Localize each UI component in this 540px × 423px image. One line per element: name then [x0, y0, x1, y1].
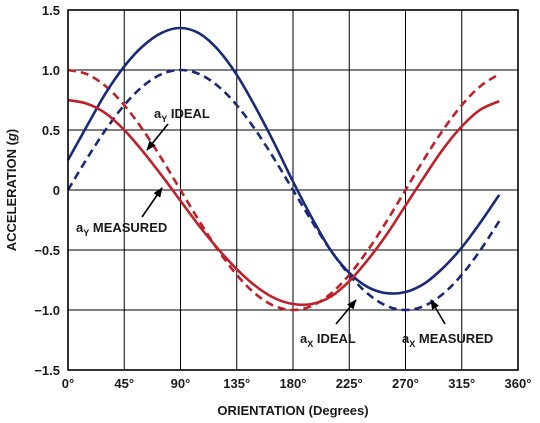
annotation-arrow: [335, 299, 357, 325]
x-tick-label: 0°: [62, 376, 74, 391]
y-axis-title-close: ): [4, 129, 19, 133]
annotation-arrow: [146, 123, 169, 151]
plot-frame: [67, 9, 519, 371]
annotation-label: aY MEASURED: [76, 220, 167, 238]
series-line-ay-measured: [67, 98, 500, 307]
x-tick-label: 90°: [171, 376, 191, 391]
annotation-arrow: [141, 187, 163, 218]
annotation-ax-ideal: aX IDEAL: [300, 299, 357, 349]
annotation-label: aX IDEAL: [300, 331, 356, 349]
y-tick-label: 0.5: [42, 123, 60, 138]
series-layer: [66, 26, 501, 312]
tick-labels: 0° 45° 90° 135° 180° 225° 270° 315° 360° 1.5 1.0 0.…: [34, 3, 531, 391]
annotation-label: aY IDEAL: [154, 106, 210, 124]
y-axis-title-unit: g: [4, 133, 19, 142]
series-line-ax-measured: [66, 26, 501, 295]
y-tick-label: 0: [53, 183, 60, 198]
x-tick-label: 315°: [448, 376, 475, 391]
y-tick-label: 1.0: [42, 63, 60, 78]
annotation-label: aX MEASURED: [402, 331, 493, 349]
annotation-ay-measured: aY MEASURED: [76, 187, 167, 238]
x-tick-label: 135°: [223, 376, 250, 391]
y-tick-label: 1.5: [42, 3, 60, 18]
y-axis-title: ACCELERATION (g): [4, 129, 19, 252]
x-tick-label: 360°: [505, 376, 532, 391]
annotation-ay-ideal: aY IDEAL: [146, 106, 210, 151]
y-tick-label: −1.0: [34, 303, 60, 318]
annotation-arrow: [430, 299, 446, 325]
x-tick-label: 45°: [114, 376, 134, 391]
x-tick-label: 180°: [280, 376, 307, 391]
annotation-ax-measured: aX MEASURED: [402, 299, 493, 349]
y-axis-title-main: ACCELERATION (: [4, 140, 19, 251]
y-tick-label: −1.5: [34, 363, 60, 378]
x-tick-label: 225°: [336, 376, 363, 391]
series-line-ay-ideal: [67, 68, 500, 312]
y-tick-label: −0.5: [34, 243, 60, 258]
x-tick-label: 270°: [392, 376, 419, 391]
annotations: aY IDEAL aY MEASURED aX IDEAL aX MEASURED: [76, 106, 493, 349]
x-axis-title: ORIENTATION (Degrees): [217, 403, 368, 418]
